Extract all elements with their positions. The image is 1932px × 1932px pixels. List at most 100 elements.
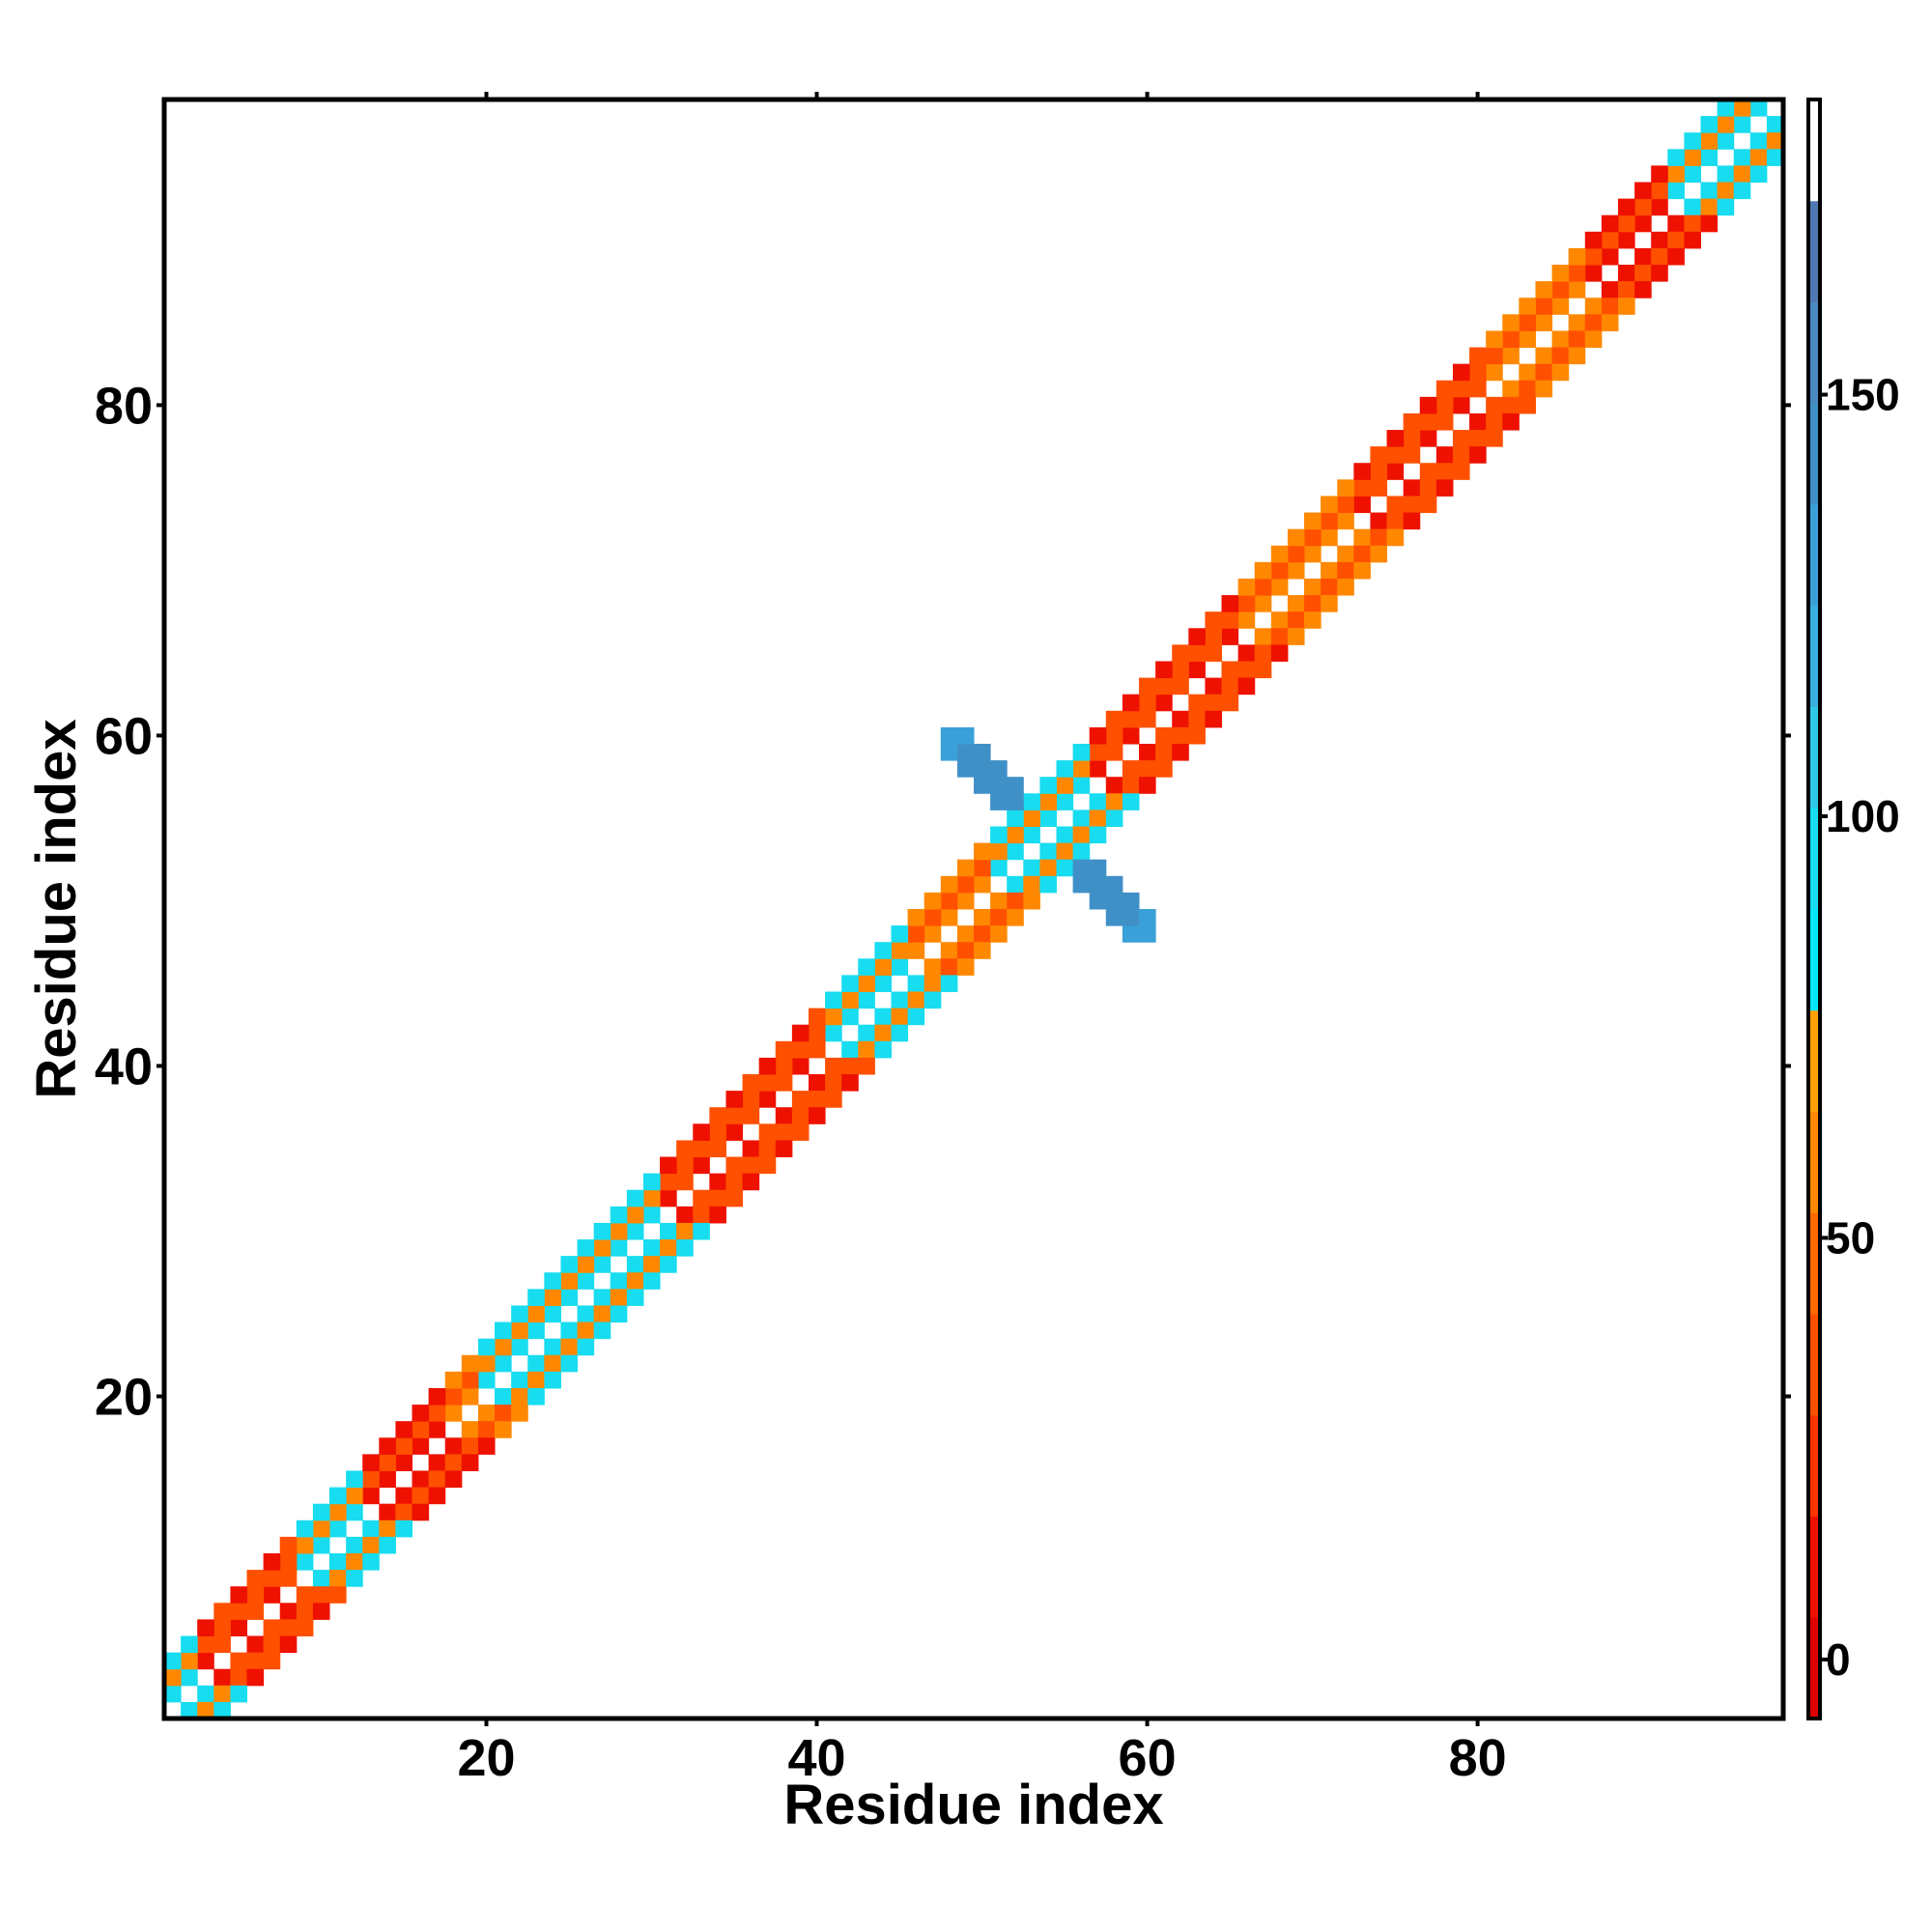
heatmap-cell: [1601, 247, 1619, 266]
heatmap-cell: [775, 1057, 793, 1075]
heatmap-cell: [1039, 810, 1058, 827]
heatmap-cell: [626, 1206, 644, 1224]
heatmap-cell: [412, 1470, 430, 1489]
heatmap-cell: [808, 1074, 826, 1092]
heatmap-cell: [181, 1668, 198, 1687]
heatmap-cell: [263, 1619, 281, 1636]
heatmap-cell: [642, 1256, 661, 1273]
heatmap-cell: [1337, 578, 1354, 596]
heatmap-cell: [230, 1652, 248, 1670]
heatmap-cell: [758, 1123, 777, 1141]
heatmap-cell: [1717, 116, 1735, 133]
heatmap-cell: [808, 1008, 826, 1026]
heatmap-cell: [660, 1222, 677, 1240]
heatmap-cell: [1617, 281, 1635, 298]
heatmap-cell: [1105, 909, 1123, 926]
heatmap-cell: [1304, 528, 1321, 547]
heatmap-cell: [874, 975, 892, 993]
heatmap-cell: [1568, 265, 1586, 282]
heatmap-cell: [907, 925, 925, 943]
heatmap-cell: [791, 1091, 810, 1108]
heatmap-cell: [395, 1520, 413, 1538]
heatmap-cell: [1205, 710, 1223, 728]
heatmap-cell: [974, 942, 991, 959]
heatmap-cell: [874, 958, 892, 976]
heatmap-cell: [642, 1272, 661, 1290]
heatmap-cell: [1700, 149, 1719, 166]
plot-frame: [161, 97, 1786, 1721]
heatmap-cell: [329, 1487, 347, 1505]
heatmap-cell: [725, 1189, 744, 1208]
heatmap-cell: [544, 1371, 561, 1389]
heatmap-cell: [1386, 463, 1405, 480]
heatmap-cell: [1469, 412, 1487, 431]
heatmap-cell: [312, 1520, 330, 1538]
heatmap-cell: [808, 1091, 826, 1108]
heatmap-cell: [246, 1652, 265, 1670]
heatmap-cell: [444, 1371, 463, 1389]
heatmap-cell: [1651, 231, 1668, 249]
heatmap-cell: [940, 958, 958, 976]
heatmap-cell: [1700, 132, 1719, 150]
heatmap-cell: [1188, 661, 1206, 679]
heatmap-cell: [940, 909, 958, 926]
heatmap-cell: [1072, 826, 1091, 844]
heatmap-cell: [181, 1701, 198, 1719]
heatmap-cell: [527, 1321, 545, 1340]
heatmap-cell: [626, 1222, 644, 1240]
heatmap-cell: [1056, 842, 1074, 861]
heatmap-cell: [1502, 347, 1520, 365]
heatmap-cell: [296, 1603, 314, 1620]
heatmap-cell: [1337, 545, 1354, 563]
heatmap-cell: [610, 1239, 628, 1257]
heatmap-cell: [312, 1586, 330, 1604]
heatmap-cell: [1519, 298, 1536, 315]
heatmap-cell: [1452, 463, 1470, 480]
heatmap-cell: [428, 1387, 446, 1406]
heatmap-cell: [1023, 859, 1040, 877]
colorbar-step: [1808, 504, 1820, 607]
heatmap-cell: [841, 975, 859, 993]
heatmap-cell: [923, 909, 942, 926]
heatmap-cell: [858, 991, 875, 1009]
heatmap-cell: [527, 1371, 545, 1389]
heatmap-cell: [1601, 298, 1619, 315]
heatmap-cell: [990, 826, 1008, 844]
heatmap-cell: [1551, 347, 1570, 365]
heatmap-cell: [858, 1040, 875, 1059]
heatmap-cell: [477, 1371, 496, 1389]
colorbar-tick-label: 50: [1826, 1212, 1875, 1263]
heatmap-cell: [577, 1305, 595, 1323]
heatmap-cell: [495, 1387, 512, 1406]
colorbar-step: [1808, 301, 1820, 404]
heatmap-cell: [956, 859, 975, 877]
heatmap-cell: [825, 1057, 842, 1075]
x-tick-label: 60: [1119, 1729, 1177, 1787]
heatmap-cell: [1353, 545, 1371, 563]
heatmap-cell: [1304, 595, 1321, 612]
heatmap-cell: [1419, 496, 1437, 514]
heatmap-cell: [1684, 165, 1701, 184]
heatmap-cell: [1684, 198, 1701, 216]
heatmap-cell: [1072, 875, 1091, 894]
heatmap-cell: [444, 1454, 463, 1471]
heatmap-cell: [923, 975, 942, 993]
heatmap-cell: [1254, 561, 1272, 580]
heatmap-cell: [1617, 298, 1635, 315]
heatmap-cell: [1007, 826, 1024, 844]
heatmap-cell: [527, 1289, 545, 1306]
heatmap-cell: [1237, 677, 1256, 696]
heatmap-cell: [1337, 561, 1354, 580]
heatmap-cell: [477, 1421, 496, 1438]
heatmap-cell: [1221, 628, 1239, 645]
heatmap-cell: [841, 991, 859, 1009]
heatmap-cell: [1353, 479, 1371, 497]
heatmap-cell: [940, 942, 958, 959]
heatmap-cell: [907, 942, 925, 959]
heatmap-cell: [346, 1470, 363, 1489]
heatmap-cell: [610, 1289, 628, 1306]
heatmap-cell: [1321, 512, 1338, 530]
x-tick-label: 40: [787, 1729, 845, 1787]
heatmap-cell: [1139, 760, 1156, 778]
